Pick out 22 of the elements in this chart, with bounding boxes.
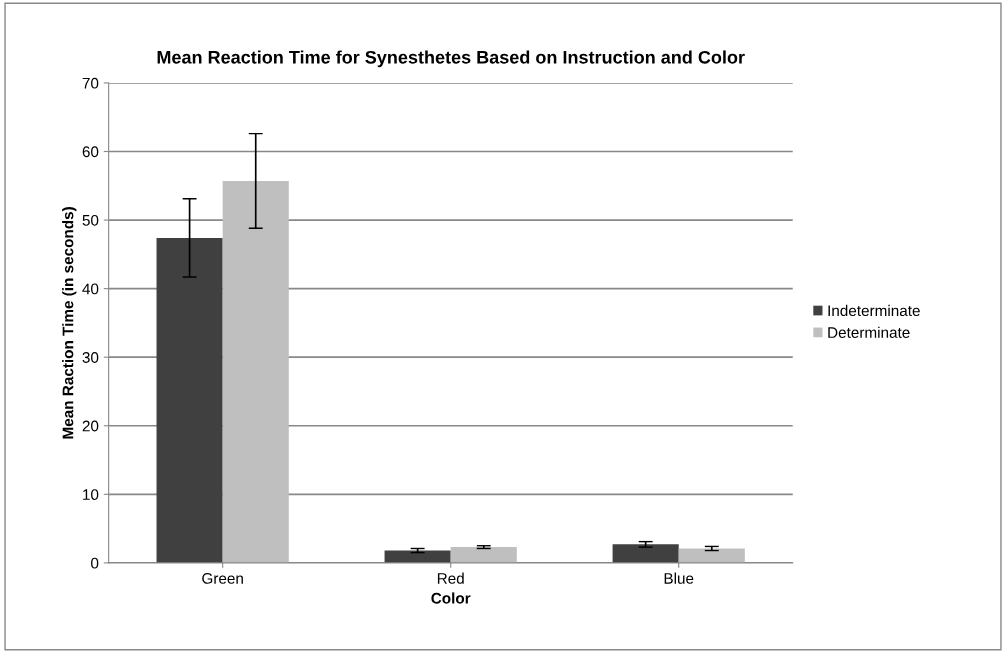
y-tick-label: 40 — [82, 283, 99, 295]
y-tick-label: 50 — [82, 214, 99, 226]
chart-title: Mean Reaction Time for Synesthetes Based on Instruction and Color — [157, 50, 745, 68]
x-tick-label: Blue — [664, 572, 694, 584]
bar — [450, 547, 517, 563]
y-axis-title: Mean Raction Time (in seconds) — [62, 207, 77, 439]
y-tick-label: 20 — [82, 420, 99, 432]
bar — [612, 544, 679, 563]
bar — [384, 550, 451, 563]
y-tick-label: 70 — [82, 77, 99, 89]
x-tick-label: Green — [202, 573, 243, 584]
y-tick-label: 10 — [83, 489, 99, 501]
y-tick-label: 30 — [82, 352, 99, 363]
bar — [156, 237, 223, 563]
y-tick-label: 0 — [91, 557, 99, 569]
x-tick-label: Red — [437, 572, 464, 584]
y-tick-label: 60 — [82, 146, 99, 158]
x-axis-title: Color — [431, 592, 471, 604]
legend-label: Indeterminate — [828, 304, 920, 317]
legend-label: Determinate — [828, 326, 910, 338]
bar — [222, 180, 289, 563]
bar — [678, 548, 745, 563]
